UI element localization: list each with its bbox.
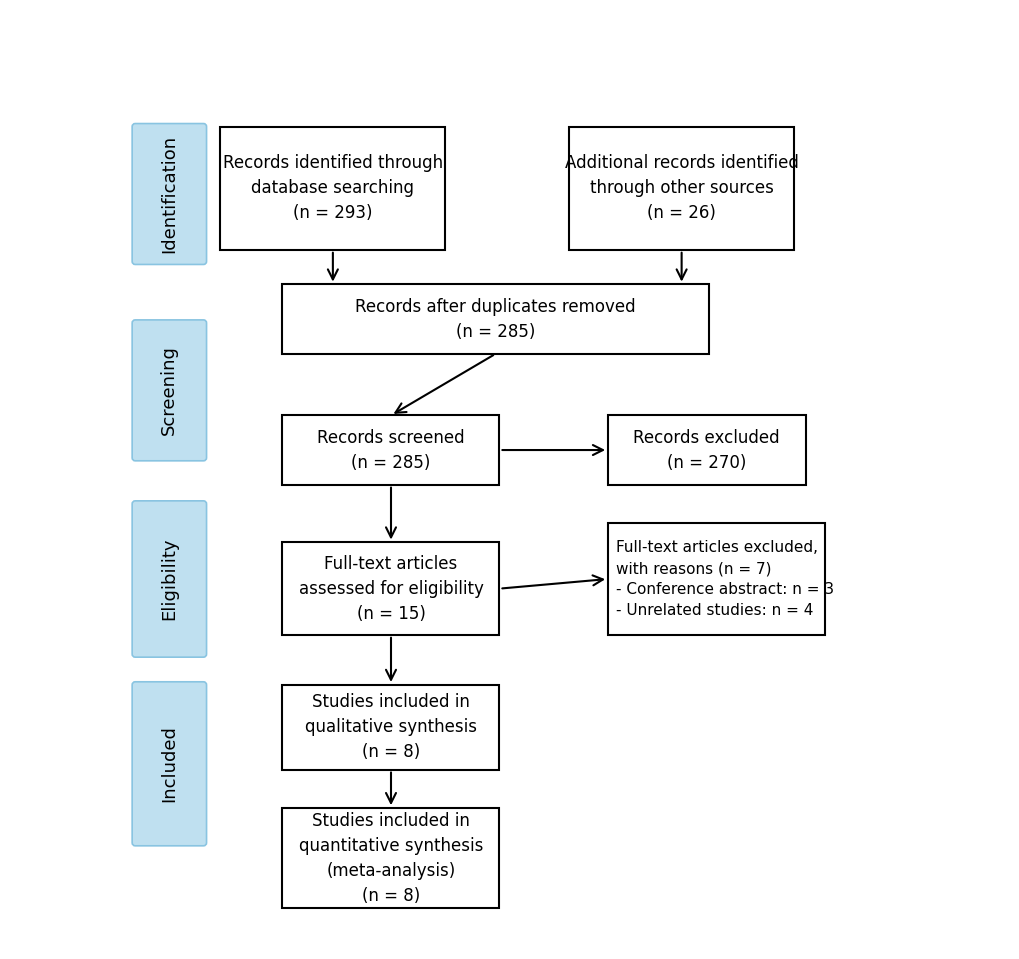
FancyBboxPatch shape <box>607 524 824 635</box>
Text: Full-text articles excluded,
with reasons (n = 7)
- Conference abstract: n = 3
-: Full-text articles excluded, with reason… <box>615 540 834 618</box>
Text: Studies included in
qualitative synthesis
(n = 8): Studies included in qualitative synthesi… <box>305 693 477 761</box>
FancyBboxPatch shape <box>282 808 499 908</box>
Text: Records excluded
(n = 270): Records excluded (n = 270) <box>633 429 780 472</box>
Text: Studies included in
quantitative synthesis
(meta-analysis)
(n = 8): Studies included in quantitative synthes… <box>299 811 483 904</box>
Text: Additional records identified
through other sources
(n = 26): Additional records identified through ot… <box>565 154 798 222</box>
Text: Full-text articles
assessed for eligibility
(n = 15): Full-text articles assessed for eligibil… <box>299 554 483 622</box>
FancyBboxPatch shape <box>282 285 708 354</box>
Text: Included: Included <box>160 725 178 803</box>
Text: Screening: Screening <box>160 345 178 435</box>
FancyBboxPatch shape <box>132 124 206 265</box>
Text: Records after duplicates removed
(n = 285): Records after duplicates removed (n = 28… <box>355 297 635 340</box>
FancyBboxPatch shape <box>607 415 805 484</box>
Text: Eligibility: Eligibility <box>160 538 178 620</box>
Text: Records identified through
database searching
(n = 293): Records identified through database sear… <box>222 154 442 222</box>
FancyBboxPatch shape <box>220 127 445 250</box>
Text: Identification: Identification <box>160 135 178 253</box>
Text: Records screened
(n = 285): Records screened (n = 285) <box>317 429 465 472</box>
FancyBboxPatch shape <box>282 543 499 635</box>
FancyBboxPatch shape <box>132 501 206 657</box>
FancyBboxPatch shape <box>282 685 499 769</box>
FancyBboxPatch shape <box>569 127 793 250</box>
FancyBboxPatch shape <box>282 415 499 484</box>
FancyBboxPatch shape <box>132 682 206 846</box>
FancyBboxPatch shape <box>132 320 206 461</box>
